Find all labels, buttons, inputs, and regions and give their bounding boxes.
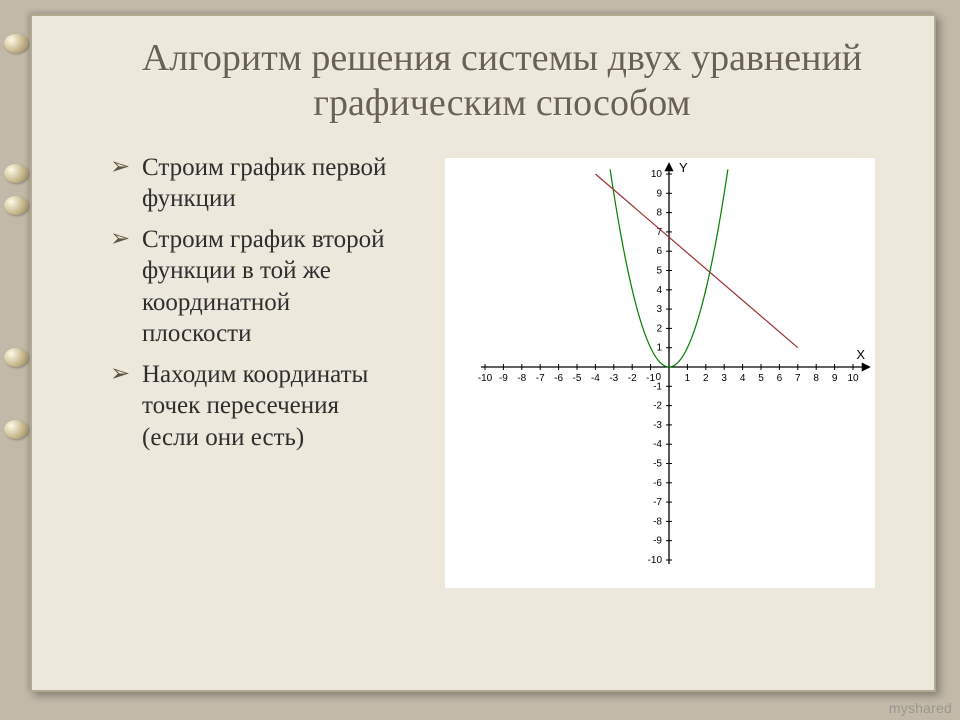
svg-text:6: 6 xyxy=(777,373,783,384)
svg-text:-3: -3 xyxy=(653,420,662,431)
svg-text:9: 9 xyxy=(656,188,662,199)
svg-text:8: 8 xyxy=(656,207,662,218)
svg-text:-9: -9 xyxy=(653,535,662,546)
decor-oval xyxy=(4,34,28,53)
decor-oval xyxy=(4,420,28,439)
svg-text:-6: -6 xyxy=(554,373,563,384)
bullet-item: Находим координаты точек пересечения (ес… xyxy=(110,359,400,453)
svg-text:2: 2 xyxy=(656,323,662,334)
watermark: myshared xyxy=(889,700,952,716)
svg-text:8: 8 xyxy=(813,373,819,384)
decor-oval xyxy=(4,196,28,215)
svg-text:-10: -10 xyxy=(478,373,493,384)
svg-text:-10: -10 xyxy=(648,555,663,566)
svg-text:Y: Y xyxy=(679,160,688,175)
svg-text:3: 3 xyxy=(721,373,727,384)
svg-text:7: 7 xyxy=(795,373,801,384)
decor-oval xyxy=(4,348,28,367)
decor-oval xyxy=(4,164,28,183)
svg-text:0: 0 xyxy=(655,372,661,383)
coordinate-chart: -10-9-8-7-6-5-4-3-2-112345678910-10-9-8-… xyxy=(445,158,875,588)
chart-svg: -10-9-8-7-6-5-4-3-2-112345678910-10-9-8-… xyxy=(445,158,875,588)
svg-text:1: 1 xyxy=(656,342,662,353)
svg-text:-4: -4 xyxy=(591,373,600,384)
columns: Строим график первой функции Строим граф… xyxy=(110,152,894,588)
svg-text:-5: -5 xyxy=(653,458,662,469)
svg-text:6: 6 xyxy=(656,246,662,257)
svg-text:10: 10 xyxy=(847,373,859,384)
graphic-column: -10-9-8-7-6-5-4-3-2-112345678910-10-9-8-… xyxy=(426,152,894,588)
bullet-list: Строим график первой функции Строим граф… xyxy=(110,152,400,453)
svg-text:-8: -8 xyxy=(653,516,662,527)
text-column: Строим график первой функции Строим граф… xyxy=(110,152,400,588)
svg-text:-4: -4 xyxy=(653,439,662,450)
svg-text:4: 4 xyxy=(740,373,746,384)
svg-text:X: X xyxy=(856,347,865,362)
slide-frame: Алгоритм решения системы двух уравнений … xyxy=(30,14,936,692)
svg-text:-9: -9 xyxy=(499,373,508,384)
svg-text:-5: -5 xyxy=(573,373,582,384)
svg-text:-7: -7 xyxy=(653,497,662,508)
svg-text:5: 5 xyxy=(656,265,662,276)
svg-text:1: 1 xyxy=(685,373,691,384)
svg-text:-8: -8 xyxy=(517,373,526,384)
svg-text:2: 2 xyxy=(703,373,709,384)
svg-text:-6: -6 xyxy=(653,477,662,488)
svg-text:4: 4 xyxy=(656,284,662,295)
svg-text:-7: -7 xyxy=(536,373,545,384)
svg-text:-2: -2 xyxy=(628,373,637,384)
svg-text:5: 5 xyxy=(758,373,764,384)
bullet-item: Строим график второй функции в той же ко… xyxy=(110,224,400,349)
slide-content: Алгоритм решения системы двух уравнений … xyxy=(32,16,934,608)
svg-text:-2: -2 xyxy=(653,400,662,411)
bullet-item: Строим график первой функции xyxy=(110,152,400,215)
slide-title: Алгоритм решения системы двух уравнений … xyxy=(110,36,894,126)
svg-text:-3: -3 xyxy=(609,373,618,384)
svg-text:3: 3 xyxy=(656,304,662,315)
svg-text:10: 10 xyxy=(651,169,663,180)
svg-text:9: 9 xyxy=(832,373,838,384)
